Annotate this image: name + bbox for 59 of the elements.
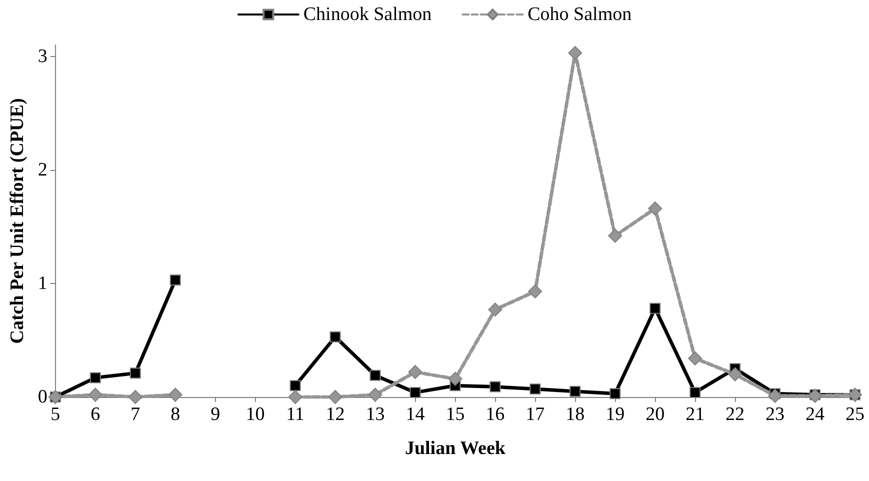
x-tick-label: 12 bbox=[326, 404, 345, 425]
point bbox=[530, 384, 541, 395]
x-tick-label: 11 bbox=[286, 404, 304, 425]
y-tick-label: 3 bbox=[38, 46, 48, 67]
x-tick-label: 24 bbox=[806, 404, 826, 425]
point bbox=[610, 388, 621, 400]
point bbox=[728, 367, 742, 382]
point bbox=[768, 388, 782, 403]
y-tick-label: 1 bbox=[38, 272, 48, 294]
point bbox=[128, 390, 142, 404]
point bbox=[648, 202, 662, 216]
point bbox=[408, 365, 422, 380]
x-tick-label: 10 bbox=[246, 404, 265, 425]
y-axis-title: Catch Per Unit Effort (CPUE) bbox=[7, 98, 28, 344]
x-tick-label: 8 bbox=[170, 404, 180, 425]
x-tick-label: 23 bbox=[766, 404, 785, 425]
point bbox=[168, 388, 182, 402]
y-tick-label: 2 bbox=[38, 159, 48, 180]
point bbox=[90, 372, 101, 384]
x-tick-label: 16 bbox=[486, 404, 505, 425]
x-tick-label: 7 bbox=[130, 404, 140, 425]
point bbox=[288, 390, 302, 404]
point bbox=[570, 386, 581, 397]
point bbox=[690, 386, 701, 398]
y-tick-label: 0 bbox=[38, 386, 48, 408]
point bbox=[490, 381, 501, 392]
point bbox=[370, 370, 381, 381]
point bbox=[88, 388, 102, 402]
x-tick-label: 19 bbox=[606, 404, 625, 425]
point bbox=[368, 388, 382, 402]
x-tick-label: 6 bbox=[90, 404, 100, 425]
x-tick-label: 5 bbox=[50, 404, 60, 425]
point bbox=[328, 390, 342, 404]
point bbox=[488, 302, 502, 317]
point bbox=[808, 388, 822, 403]
x-tick-label: 18 bbox=[566, 404, 585, 425]
legend-label: Coho Salmon bbox=[528, 4, 632, 25]
legend-label: Chinook Salmon bbox=[303, 4, 432, 25]
point bbox=[330, 331, 341, 342]
point bbox=[608, 228, 622, 243]
point bbox=[410, 386, 421, 398]
x-tick-label: 14 bbox=[406, 404, 426, 425]
x-axis-title: Julian Week bbox=[404, 438, 506, 459]
x-tick-label: 20 bbox=[646, 404, 665, 425]
x-tick-label: 17 bbox=[526, 404, 545, 425]
x-tick-label: 25 bbox=[846, 404, 864, 425]
x-tick-label: 9 bbox=[210, 404, 220, 425]
x-tick-label: 13 bbox=[366, 404, 385, 425]
x-tick-label: 15 bbox=[446, 404, 465, 425]
x-tick-label: 21 bbox=[686, 404, 705, 425]
x-tick-label: 22 bbox=[726, 404, 745, 425]
point bbox=[650, 302, 661, 314]
point bbox=[448, 372, 462, 386]
point bbox=[170, 274, 181, 286]
point bbox=[528, 284, 542, 298]
point bbox=[130, 368, 141, 379]
point bbox=[290, 380, 301, 392]
point bbox=[568, 46, 582, 60]
point bbox=[688, 351, 702, 366]
